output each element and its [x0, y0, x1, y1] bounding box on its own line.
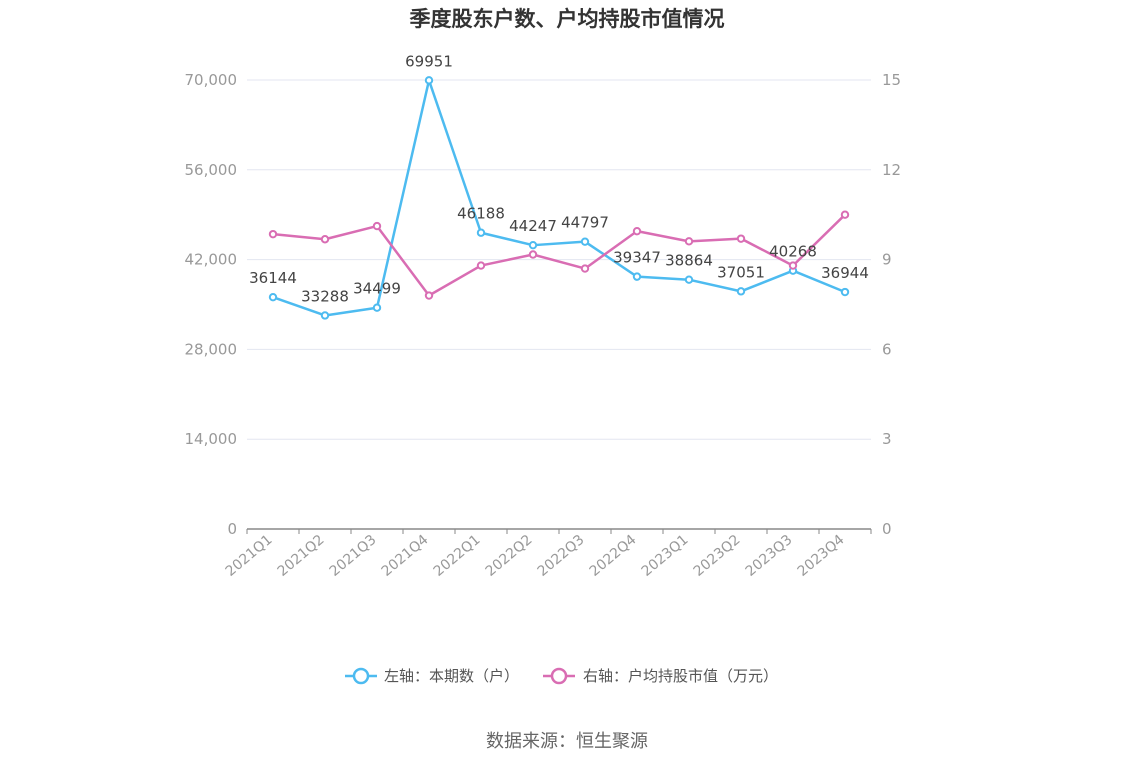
data-label: 36944 [821, 264, 869, 282]
data-point [632, 272, 642, 281]
series-line-2 [272, 213, 846, 297]
legend-marker-2 [550, 667, 568, 685]
x-tick-label: 2021Q2 [275, 532, 328, 580]
data-point [528, 250, 538, 259]
data-point [788, 261, 798, 270]
data-point [528, 240, 538, 250]
y-left-tick-label: 0 [227, 520, 237, 538]
data-point [736, 287, 746, 296]
y-left-tick-label: 70,000 [185, 71, 238, 89]
y-right-tick-label: 0 [882, 520, 892, 538]
x-tick-label: 2021Q1 [223, 532, 276, 580]
data-label: 44247 [509, 217, 557, 235]
data-label: 33288 [301, 287, 349, 305]
data-point [424, 291, 434, 300]
x-tick-label: 2022Q1 [431, 532, 484, 580]
data-point [268, 292, 278, 302]
y-right-tick-label: 6 [882, 340, 892, 358]
y-right-tick-label: 3 [882, 430, 892, 448]
data-point [840, 210, 850, 219]
data-point [736, 234, 746, 243]
data-point [372, 221, 382, 231]
data-point [372, 303, 382, 312]
data-point [320, 235, 330, 244]
data-point [632, 226, 642, 236]
data-point [580, 264, 590, 273]
y-right-tick-label: 12 [882, 161, 901, 179]
axes: 0 0 14,000 3 28,000 6 42,000 9 56,000 12 70,000 15 2… [185, 71, 902, 580]
data-label: 36144 [249, 269, 297, 287]
data-point [580, 237, 590, 246]
x-tick-label: 2023Q3 [743, 532, 796, 580]
data-point [684, 237, 694, 246]
data-point [320, 311, 330, 320]
y-right-tick-label: 9 [882, 251, 892, 269]
y-left-tick-label: 56,000 [185, 161, 238, 179]
data-point [684, 275, 694, 284]
x-tick-label: 2021Q4 [379, 532, 432, 580]
y-left-tick-label: 14,000 [185, 430, 238, 448]
data-label: 40268 [769, 243, 817, 261]
data-label: 34499 [353, 280, 401, 298]
data-label: 44797 [561, 214, 609, 232]
data-label: 39347 [613, 249, 661, 267]
x-tick-label: 2021Q3 [327, 532, 380, 580]
series-lines [268, 76, 850, 320]
legend: 左轴：本期数（户） 右轴：户均持股市值（万元） [345, 667, 778, 685]
x-tick-label: 2023Q2 [691, 532, 744, 580]
source-note: 数据来源：恒生聚源 [486, 731, 648, 752]
y-left-tick-label: 42,000 [185, 251, 238, 269]
data-point [476, 228, 486, 237]
data-label: 37051 [717, 263, 765, 281]
legend-label-2: 右轴：户均持股市值（万元） [583, 667, 778, 685]
data-point [476, 261, 486, 270]
x-tick-label: 2022Q2 [483, 532, 536, 580]
y-left-tick-label: 28,000 [185, 340, 238, 358]
data-label: 38864 [665, 252, 713, 270]
data-label: 46188 [457, 205, 505, 223]
x-tick-label: 2022Q4 [587, 532, 640, 580]
data-point [424, 76, 434, 85]
legend-label-1: 左轴：本期数（户） [384, 667, 519, 685]
data-label: 69951 [405, 52, 453, 70]
data-point [840, 287, 850, 297]
chart-title: 季度股东户数、户均持股市值情况 [410, 7, 725, 31]
gridlines [247, 79, 871, 440]
x-tick-label: 2022Q3 [535, 532, 588, 580]
legend-marker-1 [352, 667, 370, 685]
series-line-1 [272, 79, 846, 317]
x-tick-label: 2023Q1 [639, 532, 692, 580]
y-right-tick-label: 15 [882, 71, 901, 89]
x-tick-label: 2023Q4 [795, 532, 848, 580]
data-point [268, 229, 278, 239]
